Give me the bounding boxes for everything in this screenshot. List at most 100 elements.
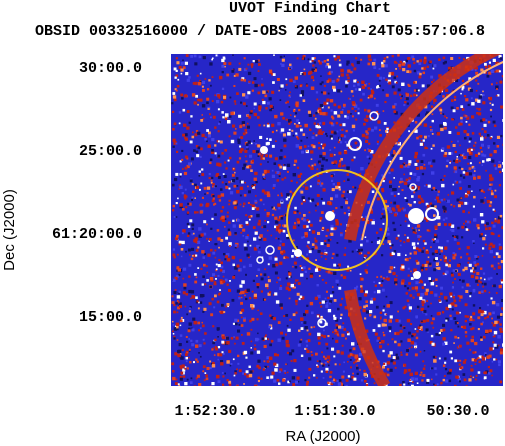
noise-pixel [423, 166, 426, 170]
noise-pixel [198, 329, 201, 332]
noise-pixel [218, 199, 222, 202]
noise-pixel [468, 140, 471, 143]
noise-pixel [426, 378, 430, 382]
noise-pixel [399, 156, 403, 160]
noise-pixel [370, 297, 373, 301]
noise-pixel [315, 91, 319, 94]
noise-pixel [464, 320, 467, 323]
noise-pixel [338, 75, 340, 78]
noise-pixel [449, 317, 453, 321]
noise-pixel [307, 58, 310, 61]
noise-pixel [303, 236, 306, 238]
noise-pixel [403, 173, 405, 176]
noise-pixel [332, 331, 334, 334]
noise-pixel [309, 274, 313, 278]
noise-pixel [348, 315, 350, 317]
noise-pixel [384, 313, 387, 316]
noise-pixel [487, 64, 491, 68]
noise-pixel [391, 85, 395, 89]
noise-pixel [195, 94, 198, 98]
noise-pixel [347, 375, 351, 378]
noise-pixel [392, 105, 396, 109]
noise-pixel [277, 338, 281, 342]
noise-pixel [498, 246, 503, 250]
noise-pixel [386, 56, 389, 59]
noise-pixel [226, 379, 229, 382]
noise-pixel [499, 57, 503, 60]
noise-pixel [397, 54, 400, 57]
noise-pixel [301, 296, 305, 300]
x-tick-label: 1:52:30.0 [174, 403, 255, 420]
noise-pixel [390, 192, 394, 196]
noise-pixel [253, 102, 257, 106]
noise-pixel [230, 363, 233, 365]
noise-pixel [298, 298, 301, 301]
noise-pixel [254, 344, 256, 347]
noise-pixel [289, 78, 293, 83]
noise-pixel [442, 378, 445, 382]
noise-pixel [242, 235, 245, 237]
noise-pixel [274, 368, 278, 372]
noise-pixel [331, 257, 334, 259]
noise-pixel [178, 66, 182, 69]
noise-pixel [385, 295, 388, 298]
noise-pixel [293, 261, 297, 265]
noise-pixel [266, 214, 270, 218]
noise-pixel [295, 101, 299, 105]
noise-pixel [327, 364, 330, 367]
noise-pixel [201, 250, 205, 254]
noise-pixel [253, 347, 257, 351]
noise-pixel [248, 365, 251, 368]
noise-pixel [316, 365, 319, 368]
noise-pixel [452, 235, 454, 237]
noise-pixel [420, 197, 423, 200]
noise-pixel [393, 91, 397, 95]
noise-pixel [317, 175, 319, 177]
noise-pixel [258, 105, 262, 109]
noise-pixel [188, 263, 192, 267]
noise-pixel [247, 185, 249, 188]
noise-pixel [461, 225, 465, 229]
noise-pixel [441, 183, 445, 188]
noise-pixel [374, 284, 377, 287]
noise-pixel [228, 242, 232, 246]
noise-pixel [383, 318, 387, 323]
noise-pixel [198, 234, 202, 238]
noise-pixel [206, 88, 210, 91]
noise-pixel [320, 211, 324, 214]
star [369, 111, 379, 121]
noise-pixel [249, 244, 252, 247]
noise-pixel [173, 122, 177, 126]
noise-pixel [173, 67, 177, 71]
noise-pixel [376, 86, 379, 89]
noise-pixel [363, 122, 366, 126]
noise-pixel [313, 68, 315, 71]
noise-pixel [294, 76, 298, 80]
noise-pixel [340, 134, 344, 138]
noise-pixel [219, 353, 223, 357]
noise-pixel [280, 331, 283, 335]
noise-pixel [288, 122, 291, 125]
noise-pixel [263, 177, 266, 179]
noise-pixel [198, 301, 200, 304]
noise-pixel [481, 282, 484, 285]
noise-pixel [412, 381, 414, 383]
noise-pixel [270, 375, 274, 379]
noise-pixel [470, 338, 474, 343]
noise-pixel [442, 56, 446, 60]
noise-pixel [317, 183, 319, 186]
noise-pixel [444, 246, 448, 250]
noise-pixel [219, 75, 223, 80]
noise-pixel [364, 317, 367, 320]
noise-pixel [415, 377, 418, 381]
noise-pixel [353, 156, 356, 159]
noise-pixel [257, 380, 260, 383]
noise-pixel [233, 85, 236, 87]
noise-pixel [333, 379, 337, 382]
noise-pixel [280, 192, 283, 195]
noise-pixel [361, 278, 364, 281]
noise-pixel [477, 371, 481, 374]
noise-pixel [482, 118, 486, 122]
noise-pixel [317, 231, 321, 235]
noise-pixel [408, 347, 411, 350]
